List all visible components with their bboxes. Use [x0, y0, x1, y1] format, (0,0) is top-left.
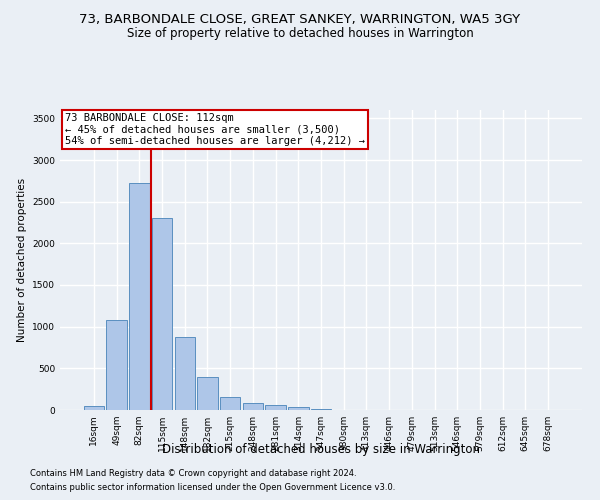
Bar: [129, 184, 149, 410]
Bar: [197, 376, 218, 410]
Text: Size of property relative to detached houses in Warrington: Size of property relative to detached ho…: [127, 28, 473, 40]
Bar: [265, 406, 286, 410]
Text: Contains HM Land Registry data © Crown copyright and database right 2024.: Contains HM Land Registry data © Crown c…: [30, 468, 356, 477]
Bar: [220, 397, 241, 410]
Text: 73 BARBONDALE CLOSE: 112sqm
← 45% of detached houses are smaller (3,500)
54% of : 73 BARBONDALE CLOSE: 112sqm ← 45% of det…: [65, 113, 365, 146]
Bar: [288, 407, 308, 410]
Bar: [106, 320, 127, 410]
Text: 73, BARBONDALE CLOSE, GREAT SANKEY, WARRINGTON, WA5 3GY: 73, BARBONDALE CLOSE, GREAT SANKEY, WARR…: [79, 12, 521, 26]
Text: Contains public sector information licensed under the Open Government Licence v3: Contains public sector information licen…: [30, 484, 395, 492]
Bar: [84, 406, 104, 410]
Y-axis label: Number of detached properties: Number of detached properties: [17, 178, 26, 342]
Bar: [152, 218, 172, 410]
Text: Distribution of detached houses by size in Warrington: Distribution of detached houses by size …: [162, 442, 480, 456]
Bar: [311, 409, 331, 410]
Bar: [242, 402, 263, 410]
Bar: [175, 336, 195, 410]
